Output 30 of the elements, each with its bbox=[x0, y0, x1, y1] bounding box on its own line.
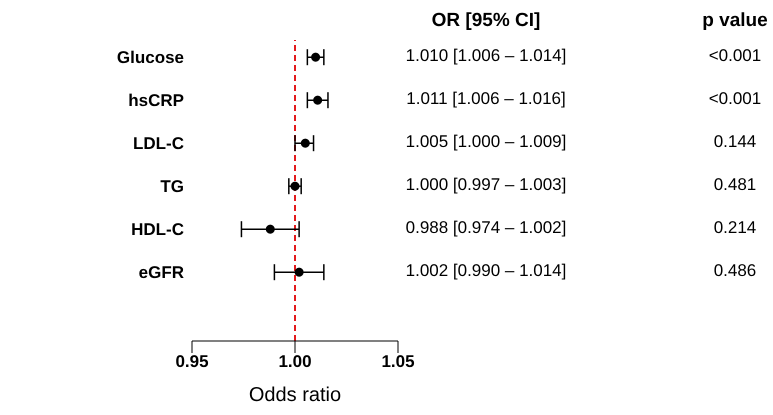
data-label: 1.005 [1.000 – 1.009] bbox=[404, 132, 568, 152]
point bbox=[313, 96, 322, 105]
y-tick-label: eGFR bbox=[138, 263, 184, 282]
data-label: 1.002 [0.990 – 1.014] bbox=[404, 261, 568, 282]
x-axis-title: Odds ratio bbox=[248, 384, 342, 406]
point bbox=[311, 52, 320, 62]
text: 0.214 bbox=[712, 218, 758, 238]
x-tick-label: 1.00 bbox=[278, 352, 312, 372]
point bbox=[266, 224, 275, 234]
x-tick-label: 0.95 bbox=[175, 352, 209, 372]
text: 0.481 bbox=[712, 175, 758, 196]
y-tick-label: hsCRP bbox=[128, 91, 184, 110]
y-tick-label: LDL-C bbox=[133, 134, 184, 154]
text: <0.001 bbox=[708, 46, 762, 66]
data-label: 1.010 [1.006 – 1.014] bbox=[404, 46, 568, 66]
point bbox=[300, 138, 310, 148]
point bbox=[294, 268, 304, 277]
text: <0.001 bbox=[708, 89, 762, 110]
text: OR [95% CI] bbox=[430, 10, 542, 32]
y-tick-label: Glucose bbox=[116, 48, 184, 68]
text: p value bbox=[701, 10, 769, 32]
point bbox=[290, 182, 300, 191]
data-label: 1.000 [0.997 – 1.003] bbox=[404, 175, 568, 196]
text: 0.144 bbox=[712, 132, 758, 152]
data-label: 0.988 [0.974 – 1.002] bbox=[404, 218, 568, 238]
data-label: 1.011 [1.006 – 1.016] bbox=[405, 89, 567, 110]
x-tick-label: 1.05 bbox=[381, 352, 415, 372]
y-tick-label: TG bbox=[160, 177, 184, 196]
y-tick-label: HDL-C bbox=[131, 220, 184, 240]
text: 0.486 bbox=[712, 261, 758, 282]
